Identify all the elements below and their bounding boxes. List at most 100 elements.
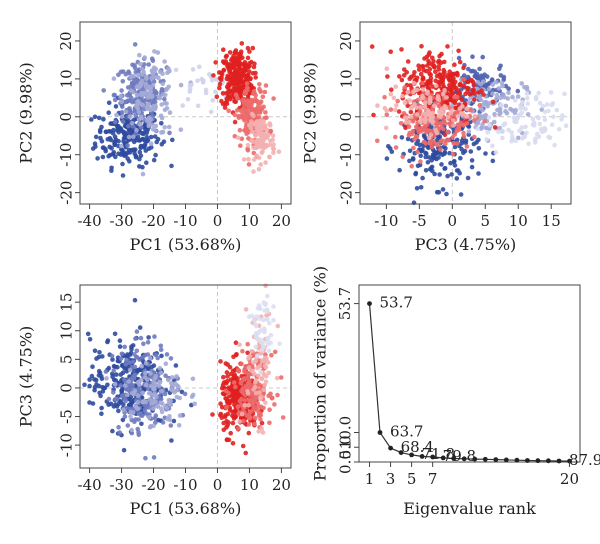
data-point-group-0 xyxy=(87,383,92,389)
data-point-group-2 xyxy=(157,379,162,385)
data-point-group-3 xyxy=(210,78,215,83)
data-point-group-2 xyxy=(483,125,489,131)
data-point-group-2 xyxy=(131,391,136,397)
x-tick-label: 10 xyxy=(240,212,259,230)
data-point-group-1 xyxy=(150,58,156,64)
data-point-group-4 xyxy=(223,388,229,394)
data-point-group-0 xyxy=(89,373,95,379)
data-point-group-2 xyxy=(146,391,152,396)
point-cloud xyxy=(369,44,569,205)
data-point-group-4 xyxy=(447,82,452,88)
y-axis-title: PC2 (9.98%) xyxy=(301,62,320,164)
data-point-group-5 xyxy=(262,89,268,95)
data-point-group-5 xyxy=(464,144,470,149)
data-point-group-2 xyxy=(190,376,196,382)
data-point-group-1 xyxy=(125,143,130,148)
data-point-group-4 xyxy=(220,91,226,96)
data-point-group-3 xyxy=(542,117,548,122)
data-point-group-0 xyxy=(85,331,91,337)
data-point-group-5 xyxy=(464,121,470,126)
x-tick-label: -20 xyxy=(141,476,165,494)
data-point-group-3 xyxy=(548,90,554,95)
data-point-group-4 xyxy=(446,86,451,92)
data-point-group-3 xyxy=(509,138,514,144)
data-point-group-5 xyxy=(245,117,250,122)
data-point-group-2 xyxy=(153,399,158,405)
data-point-group-2 xyxy=(170,388,176,393)
data-point-group-4 xyxy=(221,67,227,73)
y-tick-label: 5.0 xyxy=(336,435,354,459)
data-point-group-2 xyxy=(147,424,153,430)
data-point-group-2 xyxy=(126,379,131,384)
data-point-group-3 xyxy=(475,126,480,132)
data-point-group-4 xyxy=(450,78,455,84)
data-point-group-6 xyxy=(431,103,437,108)
y-axis-title: Proportion of variance (%) xyxy=(311,266,330,481)
data-point-group-1 xyxy=(112,97,118,103)
data-point-group-2 xyxy=(135,400,141,405)
data-point-group-2 xyxy=(127,114,133,119)
data-point-group-4 xyxy=(430,55,435,61)
data-point-group-6 xyxy=(403,120,409,125)
data-point-group-2 xyxy=(162,107,168,113)
data-point-group-3 xyxy=(190,67,196,72)
data-point-group-6 xyxy=(266,348,272,354)
data-point-group-2 xyxy=(151,386,156,392)
data-point-group-4 xyxy=(235,404,241,409)
data-point-group-2 xyxy=(155,404,161,409)
data-point-group-5 xyxy=(461,130,466,136)
data-point-group-4 xyxy=(224,76,230,82)
data-point-group-4 xyxy=(407,76,413,81)
data-point-group-1 xyxy=(132,63,137,68)
data-point-group-4 xyxy=(214,94,220,100)
x-tick-label: 15 xyxy=(542,212,561,230)
data-point-group-1 xyxy=(122,344,127,350)
data-point-group-0 xyxy=(137,156,142,162)
data-point-group-3 xyxy=(532,140,538,145)
data-point-group-3 xyxy=(201,78,206,83)
data-point-group-1 xyxy=(119,88,124,93)
data-point-group-5 xyxy=(436,121,441,126)
data-point-group-5 xyxy=(438,139,444,144)
data-point-group-6 xyxy=(383,125,389,131)
data-point-group-0 xyxy=(110,374,115,380)
data-point-group-2 xyxy=(162,125,167,130)
data-point-group-1 xyxy=(111,390,116,395)
data-point-group-0 xyxy=(384,156,390,161)
data-point-group-3 xyxy=(520,136,525,141)
data-point-group-0 xyxy=(142,142,148,147)
data-point-group-3 xyxy=(197,64,202,70)
data-point-group-0 xyxy=(145,365,151,370)
data-point-group-2 xyxy=(168,402,174,408)
data-point-group-4 xyxy=(449,91,455,96)
data-point-group-3 xyxy=(559,117,564,122)
data-point-group-6 xyxy=(455,114,461,119)
data-point-group-4 xyxy=(469,77,474,83)
data-point-group-5 xyxy=(249,349,254,354)
data-point-group-1 xyxy=(151,455,157,460)
data-point-group-4 xyxy=(223,60,228,66)
data-point-group-4 xyxy=(267,407,272,413)
data-point-group-3 xyxy=(534,131,540,137)
data-point-group-0 xyxy=(413,170,419,176)
data-point-group-0 xyxy=(476,146,482,151)
data-point-group-6 xyxy=(271,142,276,147)
data-point-group-2 xyxy=(143,399,149,405)
data-point-group-4 xyxy=(275,392,280,398)
data-point-group-3 xyxy=(228,430,233,436)
data-point-group-0 xyxy=(119,363,125,369)
data-point-group-0 xyxy=(156,417,161,423)
data-point-group-6 xyxy=(271,304,276,309)
data-point-group-0 xyxy=(109,168,114,173)
data-point-group-3 xyxy=(203,90,209,96)
data-point-group-4 xyxy=(250,45,256,51)
data-point-group-6 xyxy=(254,314,260,319)
data-point-group-5 xyxy=(241,108,247,114)
data-point-group-3 xyxy=(525,101,531,106)
data-point-group-4 xyxy=(224,84,230,90)
data-point-group-6 xyxy=(235,135,241,140)
data-point-group-0 xyxy=(414,141,419,147)
data-point-group-4 xyxy=(457,59,463,65)
data-point-group-2 xyxy=(137,52,142,58)
